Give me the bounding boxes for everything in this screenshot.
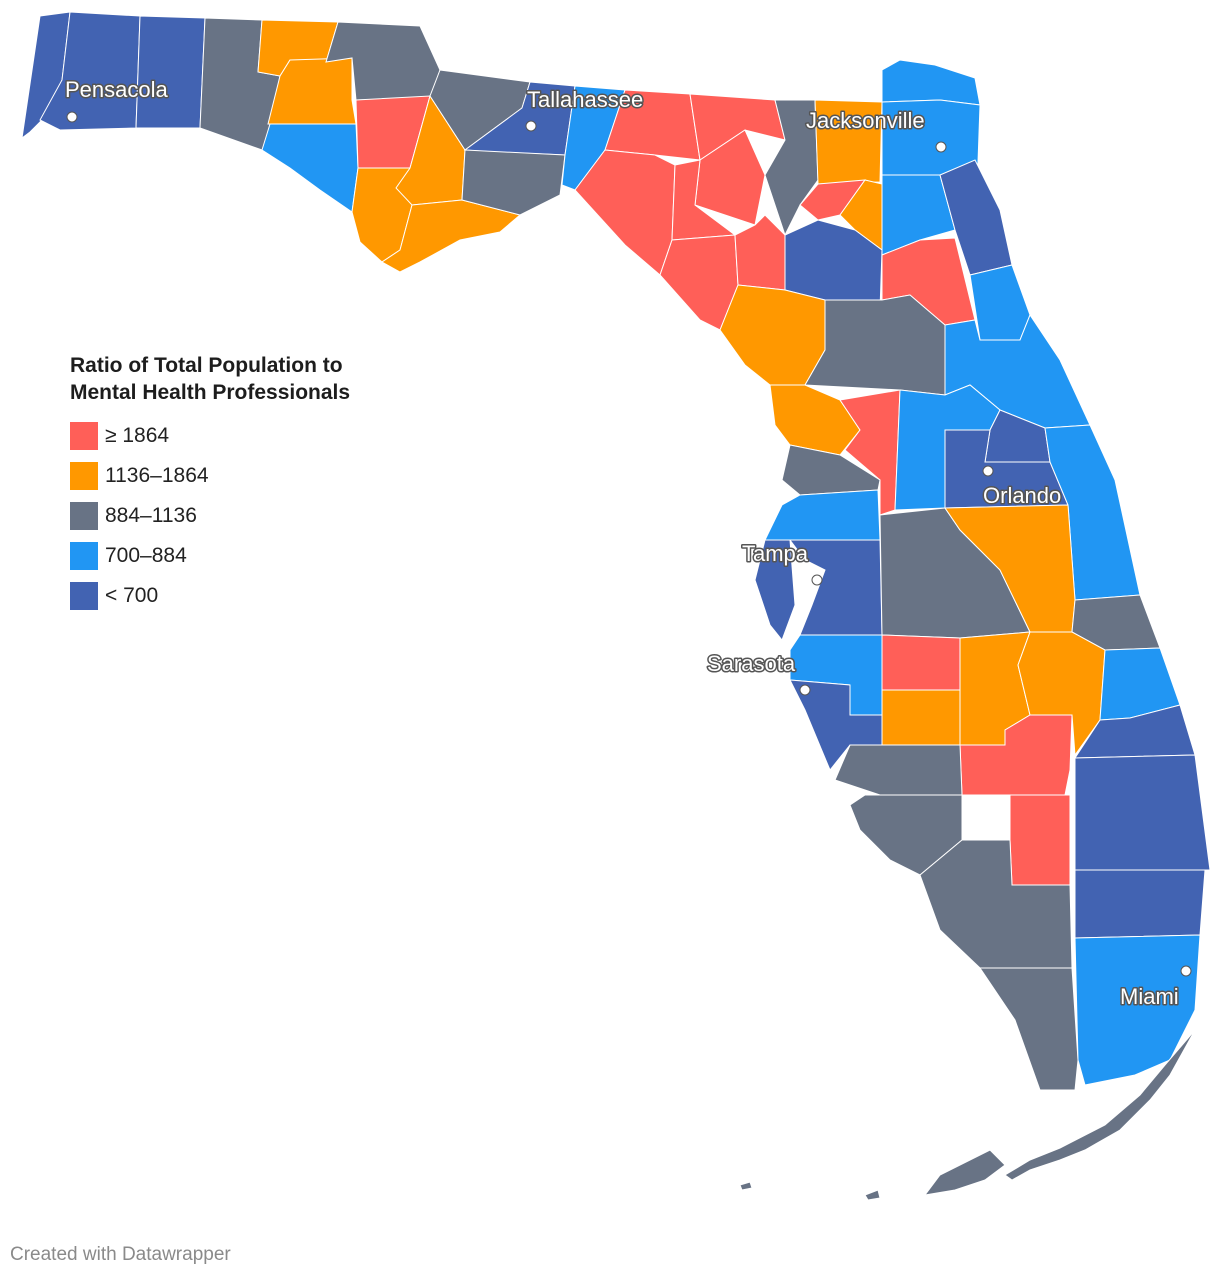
county-wakulla[interactable]: [461, 149, 566, 216]
city-label-orlando: Orlando: [983, 483, 1061, 508]
city-dot-jacksonville: [935, 141, 947, 153]
legend-swatch: [70, 422, 98, 450]
county-gilchrist[interactable]: [734, 214, 786, 291]
county-miami-dade[interactable]: [1074, 934, 1201, 1086]
legend-title-line-2: Mental Health Professionals: [70, 381, 351, 404]
credit-text[interactable]: Created with Datawrapper: [10, 1244, 231, 1265]
legend-label: 700–884: [105, 544, 187, 567]
city-label-sarasota: Sarasota: [707, 651, 796, 676]
county-monroe-keys[interactable]: [1004, 1029, 1196, 1181]
county-okeechobee[interactable]: [1017, 631, 1106, 757]
legend-item: ≥ 1864: [70, 416, 410, 456]
county-clay[interactable]: [881, 174, 956, 256]
county-bay[interactable]: [261, 123, 359, 213]
city-dot-sarasota: [799, 684, 811, 696]
legend-swatch: [70, 462, 98, 490]
legend-item: 1136–1864: [70, 456, 410, 496]
city-label-jacksonville: Jacksonville: [806, 108, 925, 133]
county-hardee[interactable]: [881, 634, 961, 691]
county-monroe-islet-1[interactable]: [864, 1189, 881, 1201]
county-marion[interactable]: [804, 294, 946, 396]
legend-swatch: [70, 582, 98, 610]
county-lee[interactable]: [849, 794, 963, 876]
county-pasco[interactable]: [764, 489, 881, 541]
county-washington[interactable]: [267, 57, 357, 125]
county-madison[interactable]: [604, 89, 701, 161]
county-martin[interactable]: [1074, 704, 1196, 759]
county-flagler[interactable]: [969, 264, 1031, 341]
legend-title-line-1: Ratio of Total Population to: [70, 354, 343, 377]
county-charlotte[interactable]: [834, 744, 963, 796]
legend-label: < 700: [105, 584, 159, 607]
county-nassau[interactable]: [881, 59, 981, 106]
county-monroe-key-west[interactable]: [923, 1149, 1006, 1196]
legend-label: 884–1136: [105, 504, 197, 527]
legend-swatch: [70, 542, 98, 570]
county-lafayette[interactable]: [671, 159, 737, 241]
county-monroe-mainland[interactable]: [979, 967, 1079, 1091]
legend-item: 884–1136: [70, 496, 410, 536]
legend-item: < 700: [70, 576, 410, 616]
city-label-miami: Miami: [1120, 984, 1179, 1009]
city-label-tallahassee: Tallahassee: [527, 87, 643, 112]
map-legend: Ratio of Total Population to Mental Heal…: [70, 352, 410, 616]
county-levy[interactable]: [719, 284, 826, 386]
city-dot-miami: [1180, 965, 1192, 977]
county-hamilton[interactable]: [689, 93, 786, 161]
county-okaloosa[interactable]: [135, 15, 206, 129]
county-palm-beach[interactable]: [1074, 754, 1211, 871]
county-broward[interactable]: [1074, 869, 1206, 939]
county-citrus[interactable]: [769, 384, 861, 456]
city-label-tampa: Tampa: [742, 541, 809, 566]
city-dot-orlando: [982, 465, 994, 477]
city-dot-pensacola: [66, 111, 78, 123]
county-desoto[interactable]: [881, 689, 961, 746]
legend-label: ≥ 1864: [105, 424, 170, 447]
county-monroe-islet-2[interactable]: [739, 1181, 753, 1191]
county-collier[interactable]: [919, 839, 1073, 969]
legend-title: Ratio of Total Population to Mental Heal…: [70, 352, 410, 406]
legend-item: 700–884: [70, 536, 410, 576]
city-dot-tampa: [811, 574, 823, 586]
city-dot-tallahassee: [525, 120, 537, 132]
county-baker[interactable]: [814, 99, 883, 185]
city-label-pensacola: Pensacola: [65, 77, 169, 102]
legend-label: 1136–1864: [105, 464, 209, 487]
legend-swatch: [70, 502, 98, 530]
